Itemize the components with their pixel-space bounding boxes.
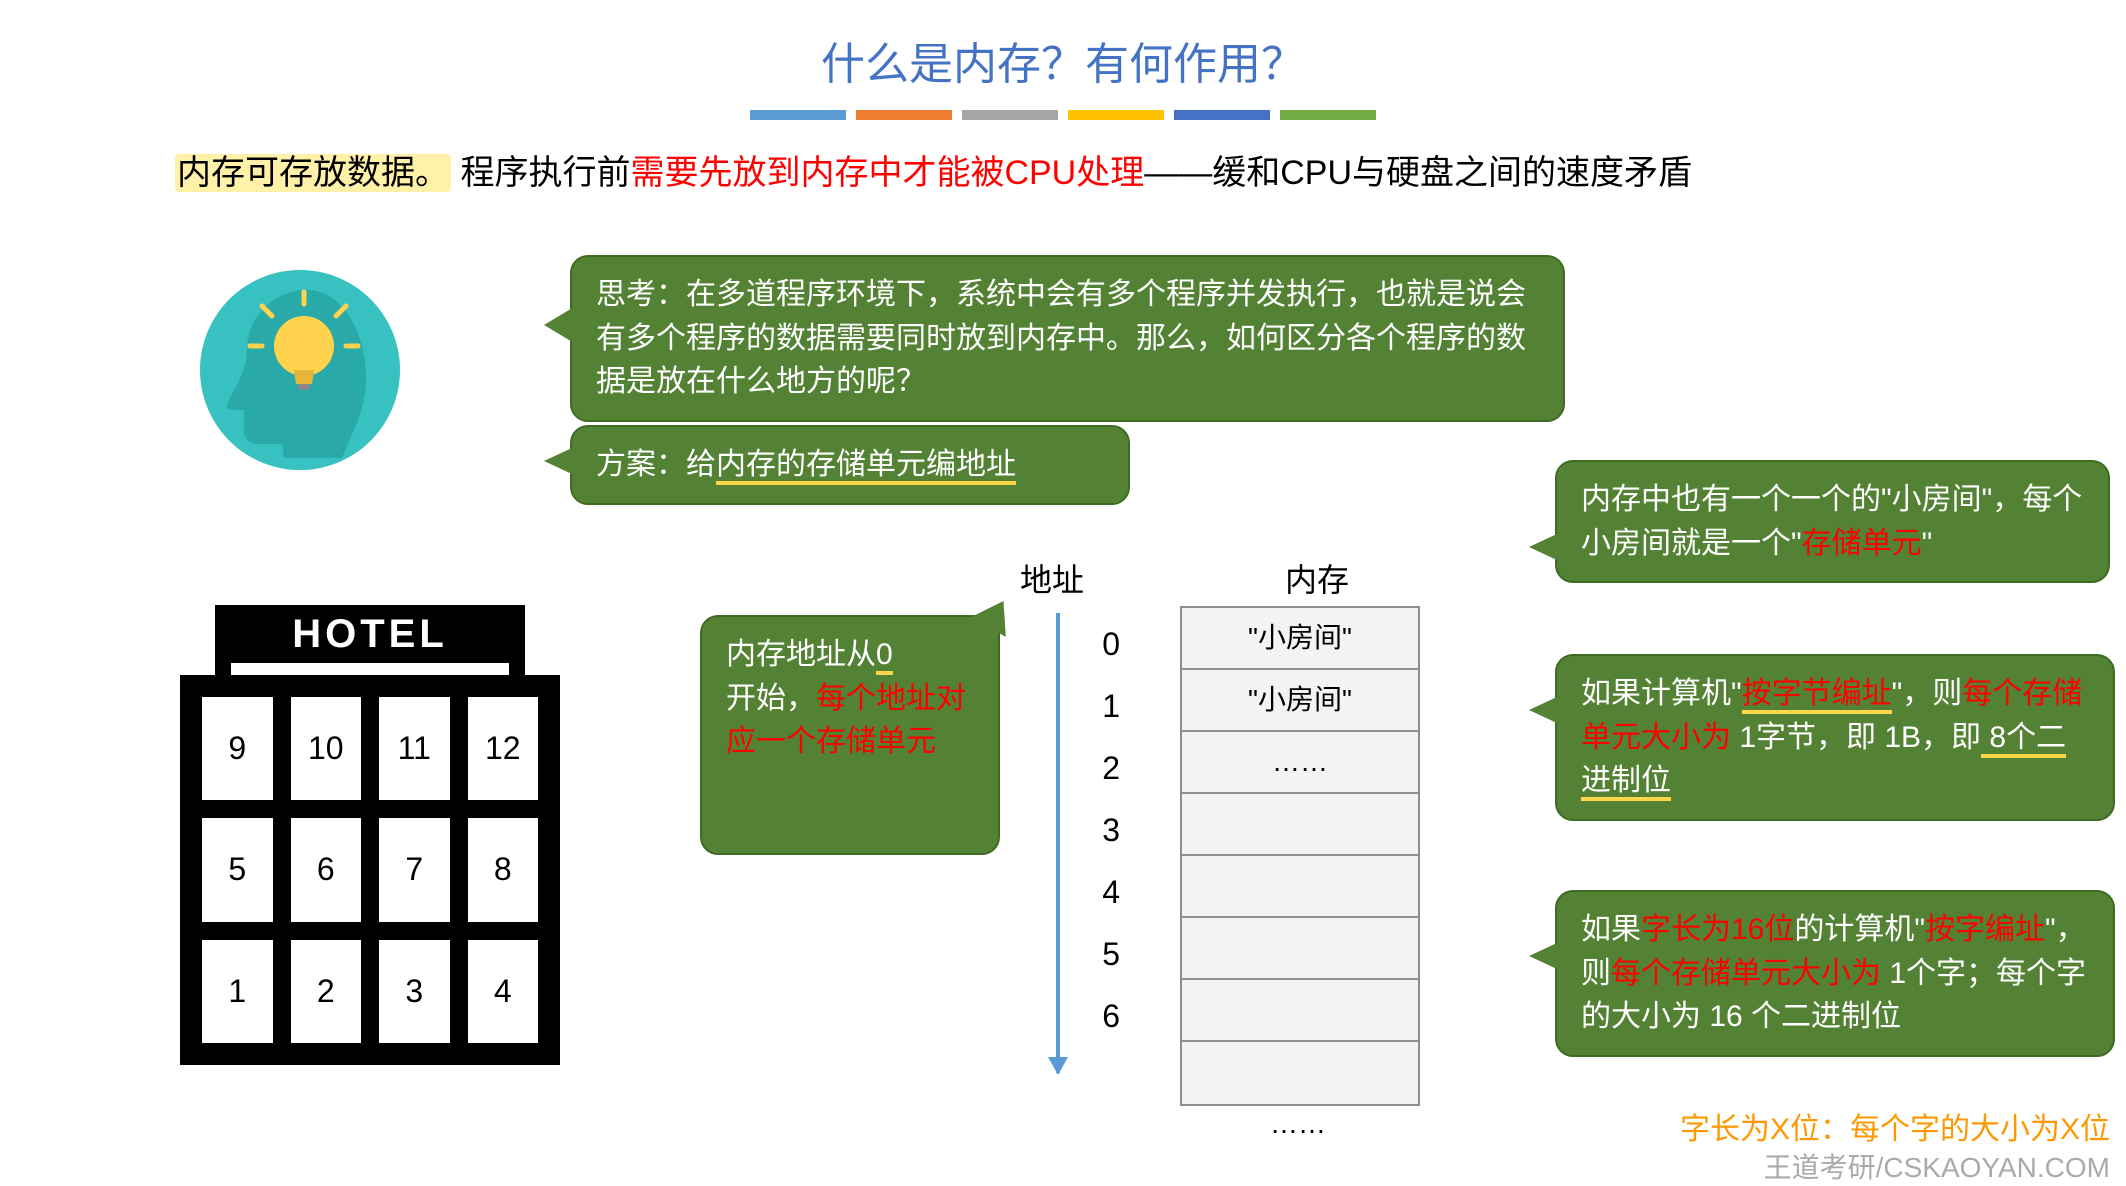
bubble-storage-unit: 内存中也有一个一个的"小房间"，每个小房间就是一个"存储单元" (1555, 460, 2110, 583)
lightbulb-head-icon (212, 282, 388, 458)
text: "，则 (1892, 677, 1963, 710)
text: 开始， (726, 682, 816, 715)
addr-num: 5 (1080, 923, 1120, 985)
addr-num: 4 (1080, 861, 1120, 923)
hotel-graphic: HOTEL 9 10 11 12 5 6 7 8 1 2 3 4 (180, 605, 560, 1075)
text: 内存地址从 (726, 638, 876, 671)
text: 的计算机" (1794, 913, 1925, 946)
bubble-answer-text: 方案：给 (596, 448, 716, 481)
divider-bar (750, 110, 846, 120)
page-title: 什么是内存？有何作用？ (0, 0, 2126, 92)
hotel-room: 1 (202, 940, 273, 1043)
bubble-tail (1529, 696, 1559, 724)
memory-cell (1182, 918, 1418, 980)
addr-num: 6 (1080, 985, 1120, 1047)
hotel-sign: HOTEL (215, 605, 525, 663)
text: 如果 (1581, 913, 1641, 946)
thinking-head-icon (200, 270, 400, 470)
hotel-room: 5 (202, 818, 273, 921)
text: ，即 1B，即 (1816, 721, 1981, 754)
text-red: 字长为16位 (1641, 913, 1794, 946)
bubble-think: 思考：在多道程序环境下，系统中会有多个程序并发执行，也就是说会有多个程序的数据需… (570, 255, 1565, 422)
hotel-room: 8 (468, 818, 539, 921)
addr-num: 3 (1080, 799, 1120, 861)
memory-cell (1182, 980, 1418, 1042)
bubble-tail (544, 307, 574, 343)
arrow-down-icon (1056, 613, 1060, 1073)
bubble-tail (971, 591, 1021, 637)
footnote-wordlength: 字长为X位：每个字的大小为X位 (1680, 1104, 2110, 1148)
text: 1字节 (1731, 721, 1816, 754)
hotel-room: 11 (379, 697, 450, 800)
bubble-answer-highlight: 内存的存储单元编地址 (716, 448, 1016, 485)
hotel-room: 7 (379, 818, 450, 921)
text: 如果计算机" (1581, 677, 1742, 710)
divider-bar (1174, 110, 1270, 120)
addr-num: 1 (1080, 675, 1120, 737)
text: 1个字 (1881, 957, 1966, 990)
statement-red: 需要先放到内存中才能被CPU处理 (630, 154, 1144, 192)
title-divider (0, 110, 2126, 120)
memory-cell (1182, 794, 1418, 856)
addr-num: 0 (1080, 613, 1120, 675)
address-column-label: 地址 (1020, 555, 1084, 601)
addr-num: 2 (1080, 737, 1120, 799)
text-red: 按字节编址 (1742, 677, 1892, 714)
statement-text: ——缓和CPU与硬盘之间的速度矛盾 (1144, 154, 1692, 192)
memory-column-label: 内存 (1285, 555, 1349, 601)
memory-table: "小房间" "小房间" …… (1180, 606, 1420, 1106)
divider-bar (962, 110, 1058, 120)
hotel-room: 12 (468, 697, 539, 800)
address-column: 0 1 2 3 4 5 6 (1080, 613, 1120, 1047)
hotel-room: 4 (468, 940, 539, 1043)
divider-bar (856, 110, 952, 120)
memory-cell: "小房间" (1182, 670, 1418, 732)
text: " (1922, 527, 1933, 560)
bubble-tail (1529, 533, 1559, 561)
hotel-room: 3 (379, 940, 450, 1043)
bubble-answer: 方案：给内存的存储单元编地址 (570, 425, 1130, 505)
text-red: 按字编址 (1925, 913, 2045, 946)
statement-highlight: 内存可存放数据。 (175, 154, 451, 192)
hotel-room: 6 (291, 818, 362, 921)
statement-text: 程序执行前 (460, 154, 630, 192)
text-red: 存储单元 (1802, 527, 1922, 560)
memory-ellipsis: …… (1270, 1108, 1326, 1140)
bubble-address: 内存地址从0 开始，每个地址对应一个存储单元 (700, 615, 1000, 855)
memory-cell: …… (1182, 732, 1418, 794)
memory-cell (1182, 1042, 1418, 1104)
bubble-tail (1529, 942, 1559, 970)
text-highlight: 0 (876, 638, 893, 675)
main-statement: 内存可存放数据。 程序执行前需要先放到内存中才能被CPU处理——缓和CPU与硬盘… (0, 120, 2126, 198)
divider-bar (1068, 110, 1164, 120)
hotel-room: 9 (202, 697, 273, 800)
hotel-body: 9 10 11 12 5 6 7 8 1 2 3 4 (180, 675, 560, 1065)
bubble-byte-addressing: 如果计算机"按字节编址"，则每个存储单元大小为 1字节，即 1B，即 8个二进制… (1555, 654, 2115, 821)
hotel-room: 2 (291, 940, 362, 1043)
bubble-think-text: 思考：在多道程序环境下，系统中会有多个程序并发执行，也就是说会有多个程序的数据需… (596, 278, 1526, 398)
memory-cell (1182, 856, 1418, 918)
divider-bar (1280, 110, 1376, 120)
hotel-room: 10 (291, 697, 362, 800)
bubble-tail (544, 447, 574, 475)
bubble-word-addressing: 如果字长为16位的计算机"按字编址"，则每个存储单元大小为 1个字；每个字的大小… (1555, 890, 2115, 1057)
memory-cell: "小房间" (1182, 608, 1418, 670)
footnote-source: 王道考研/CSKAOYAN.COM (1764, 1146, 2110, 1186)
text-red: 每个存储单元大小为 (1611, 957, 1881, 990)
